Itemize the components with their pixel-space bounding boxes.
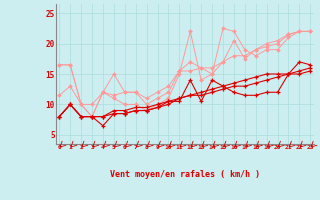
X-axis label: Vent moyen/en rafales ( km/h ): Vent moyen/en rafales ( km/h ) <box>110 170 260 179</box>
